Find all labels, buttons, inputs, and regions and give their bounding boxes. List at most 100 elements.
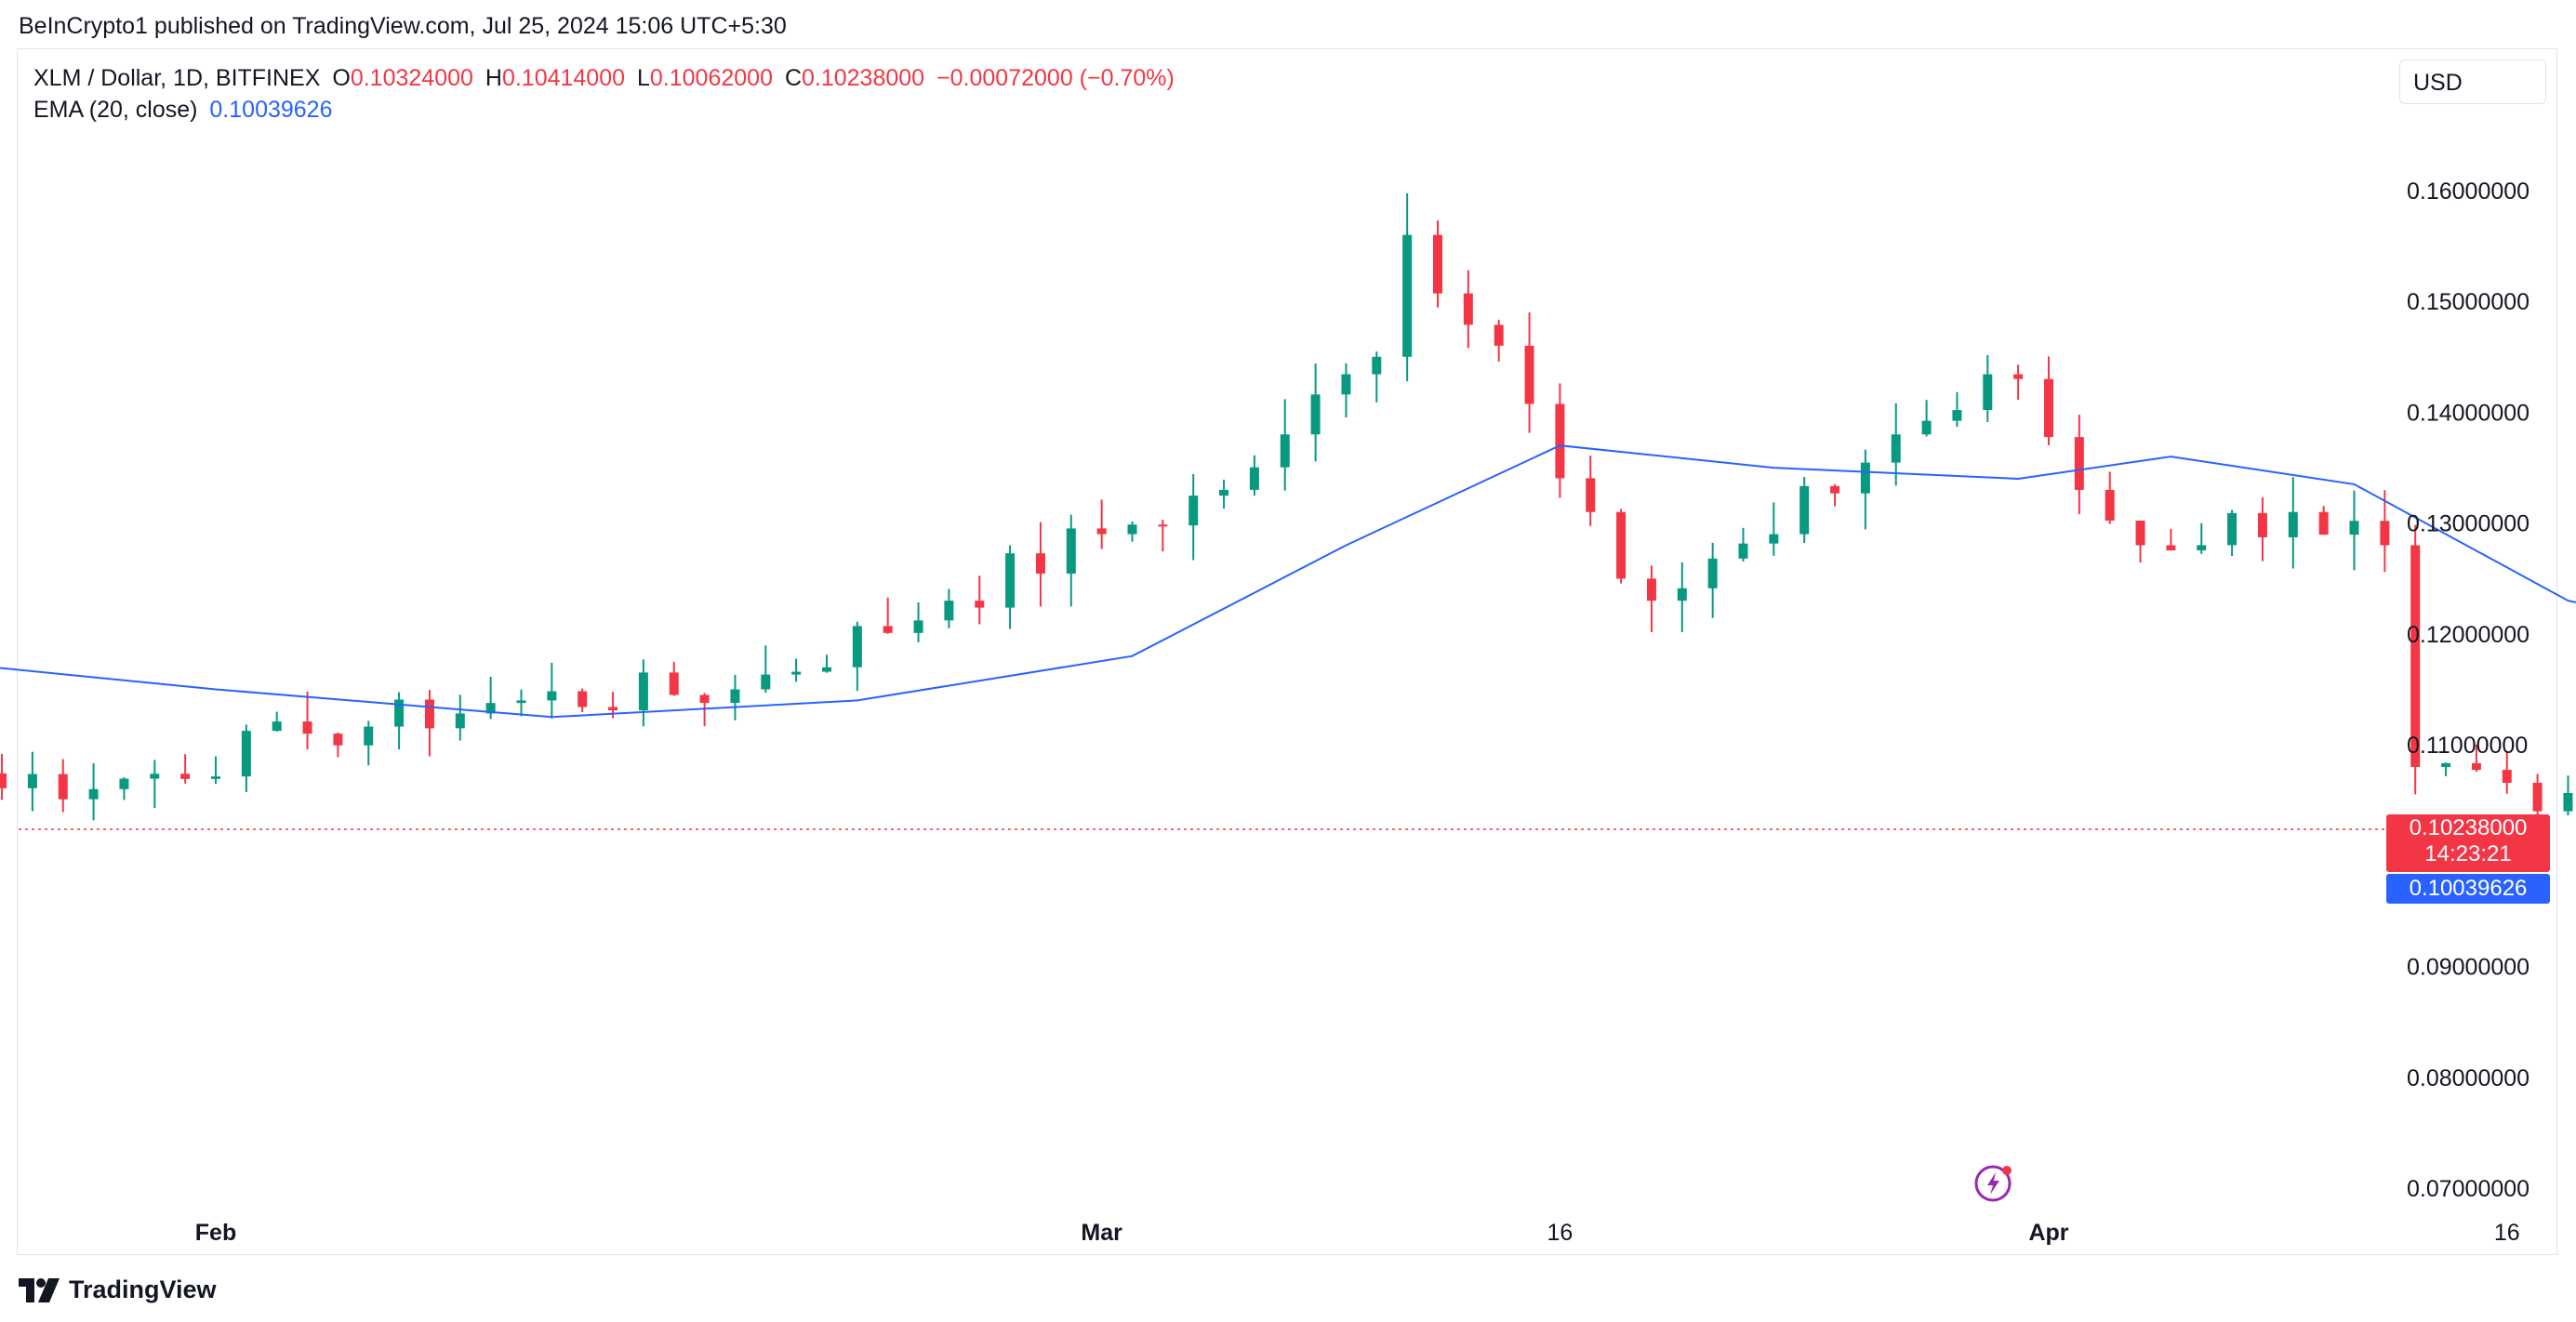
candle-down[interactable] [1646, 578, 1656, 602]
time-axis: 16FebMar16Apr16May16Jun16Jul16Aug16Se [195, 1220, 2520, 1246]
candle-down[interactable] [699, 694, 710, 704]
candle-up[interactable] [1738, 543, 1748, 559]
candle-down[interactable] [58, 773, 68, 800]
candle-down[interactable] [669, 672, 679, 695]
currency-button[interactable]: USD [2399, 59, 2546, 104]
candle-up[interactable] [944, 601, 954, 621]
candle-down[interactable] [1463, 293, 1473, 325]
candle-down[interactable] [0, 773, 7, 788]
candle-up[interactable] [88, 788, 99, 800]
candle-up[interactable] [455, 713, 465, 729]
candle-up[interactable] [1921, 420, 1932, 435]
candle-up[interactable] [2441, 762, 2451, 767]
candle-down[interactable] [1096, 528, 1107, 535]
candle-down[interactable] [2380, 521, 2390, 546]
candle-up[interactable] [2288, 511, 2298, 537]
candle-down[interactable] [2318, 511, 2329, 535]
candle-up[interactable] [211, 776, 220, 779]
candle-down[interactable] [2502, 770, 2512, 784]
candle-up[interactable] [1066, 528, 1076, 575]
candle-up[interactable] [2197, 545, 2207, 551]
candle-up[interactable] [1188, 496, 1199, 526]
candle-down[interactable] [1035, 553, 1045, 575]
candle-down[interactable] [2532, 783, 2543, 812]
candle-up[interactable] [1983, 374, 1993, 411]
candle-up[interactable] [1402, 234, 1413, 357]
candle-up[interactable] [1891, 434, 1901, 463]
ema-line [0, 444, 2576, 719]
candle-up[interactable] [1127, 524, 1137, 535]
candle-up[interactable] [1799, 485, 1810, 535]
tradingview-logo-icon [19, 1277, 60, 1302]
candle-up[interactable] [638, 672, 648, 711]
candle-up[interactable] [1372, 356, 1382, 375]
candle-down[interactable] [2471, 762, 2481, 771]
candle-down[interactable] [975, 601, 985, 608]
candle-up[interactable] [272, 721, 282, 732]
candle-up[interactable] [2349, 521, 2359, 535]
candle-down[interactable] [302, 721, 312, 734]
candle-down[interactable] [1586, 478, 1596, 512]
candle-down[interactable] [333, 734, 343, 746]
candle-up[interactable] [1769, 534, 1779, 544]
candle-up[interactable] [516, 700, 526, 704]
close-value: 0.10238000 [802, 65, 925, 91]
candle-up[interactable] [1707, 558, 1718, 588]
candle-up[interactable] [822, 667, 831, 672]
candle-up[interactable] [241, 731, 251, 777]
candle-down[interactable] [1494, 324, 1504, 346]
lightning-circle-icon[interactable] [1973, 1162, 2016, 1205]
candle-up[interactable] [852, 626, 862, 668]
candle-down[interactable] [578, 691, 588, 707]
candle-up[interactable] [1310, 394, 1321, 435]
y-tick-label: 0.11000000 [2407, 733, 2528, 759]
candle-up[interactable] [27, 773, 37, 788]
candle-up[interactable] [485, 703, 496, 714]
candle-up[interactable] [913, 620, 923, 633]
last-price-value: 0.10238000 [2409, 815, 2528, 840]
candle-down[interactable] [2105, 489, 2115, 522]
candle-down[interactable] [1616, 511, 1627, 579]
candle-up[interactable] [761, 674, 771, 690]
candle-down[interactable] [608, 707, 618, 711]
candle-down[interactable] [2013, 374, 2024, 379]
candle-up[interactable] [1341, 374, 1351, 395]
candle-down[interactable] [2074, 437, 2084, 490]
candle-down[interactable] [1524, 345, 1534, 404]
open-value: 0.10324000 [350, 65, 473, 91]
candle-up[interactable] [1677, 588, 1687, 602]
candle-down[interactable] [2166, 545, 2176, 551]
candle-up[interactable] [1280, 434, 1290, 468]
candle-up[interactable] [119, 778, 129, 789]
candle-up[interactable] [547, 691, 557, 701]
ema-price-tag: 0.10039626 [2386, 874, 2550, 904]
candle-up[interactable] [1249, 467, 1259, 490]
candle-up[interactable] [2227, 512, 2237, 546]
candle-up[interactable] [1952, 410, 1962, 421]
candle-down[interactable] [2135, 521, 2145, 546]
x-tick-label: Feb [195, 1220, 236, 1246]
candle-up[interactable] [791, 671, 802, 675]
candle-down[interactable] [2257, 512, 2267, 537]
candle-down[interactable] [1158, 524, 1168, 527]
candle-up[interactable] [1219, 489, 1229, 496]
candle-down[interactable] [180, 773, 191, 779]
symbol-label[interactable]: XLM / Dollar, 1D, BITFINEX [33, 65, 321, 91]
candle-down[interactable] [883, 626, 893, 633]
candle-up[interactable] [394, 699, 405, 727]
candle-up[interactable] [364, 726, 374, 746]
candle-up[interactable] [730, 689, 740, 704]
candle-up[interactable] [1860, 462, 1870, 494]
tradingview-logo[interactable]: TradingView [19, 1276, 217, 1304]
candle-down[interactable] [1433, 234, 1442, 294]
candle-up[interactable] [1005, 553, 1016, 608]
candle-down[interactable] [1555, 403, 1565, 479]
candle-up[interactable] [2563, 792, 2573, 812]
ema-label[interactable]: EMA (20, close) [33, 97, 198, 123]
candle-down[interactable] [1830, 485, 1840, 494]
candle-up[interactable] [150, 773, 160, 779]
candle-down[interactable] [2410, 545, 2421, 767]
candle-down[interactable] [424, 699, 434, 729]
candle-down[interactable] [2044, 378, 2053, 438]
